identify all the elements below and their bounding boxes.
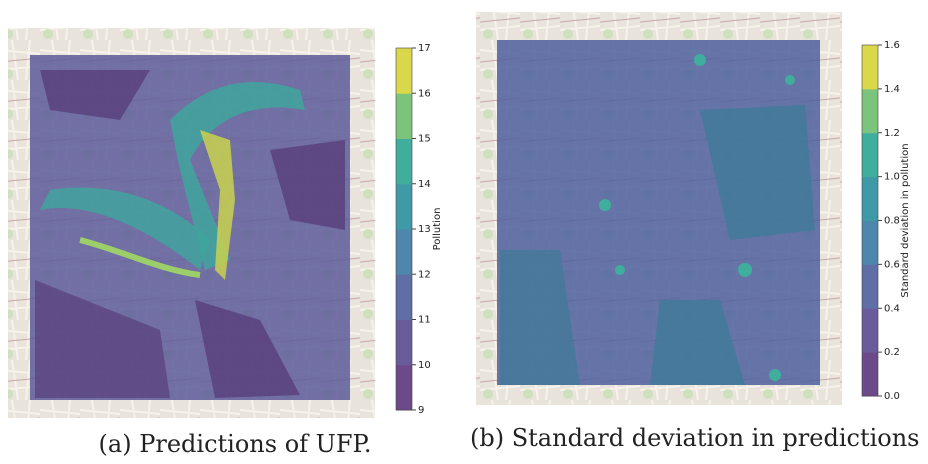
colorbar-band [862, 264, 878, 309]
colorbar-label: Pollution [432, 208, 443, 251]
colorbar-band [396, 274, 412, 320]
colorbar-tick-label: 16 [418, 88, 431, 99]
colorbar-band [862, 220, 878, 265]
colorbar-band [396, 48, 412, 94]
colorbar-band [396, 229, 412, 275]
colorbar-tick-label: 17 [418, 43, 431, 54]
colorbar-tick-label: 0.2 [884, 347, 900, 358]
colorbar-band [862, 132, 878, 178]
colorbar-band [862, 45, 878, 90]
caption: (a) Predictions of UFP. [99, 430, 372, 458]
colorbar-tick-label: 0.6 [884, 259, 900, 270]
caption: (b) Standard deviation in predictions of [470, 424, 928, 452]
map-b [476, 12, 842, 405]
colorbar-band [862, 176, 878, 221]
colorbar-band [862, 88, 878, 134]
colorbar-tick-label: 0.4 [884, 303, 900, 314]
colorbar-tick-label: 1.0 [884, 172, 900, 183]
colorbar-label: Standard deviation in pollution [900, 143, 911, 297]
colorbar-tick-label: 11 [418, 315, 431, 326]
colorbar-tick-label: 13 [418, 224, 431, 235]
colorbar-tick-label: 9 [418, 405, 424, 416]
colorbar-band [862, 308, 878, 353]
colorbar-tick-label: 14 [418, 179, 431, 190]
colorbar-tick-label: 1.4 [884, 84, 900, 95]
colorbar-band [396, 138, 412, 185]
colorbar-band [862, 352, 878, 397]
colorbar-band [396, 319, 412, 366]
colorbar-tick-label: 0.0 [884, 391, 900, 402]
colorbar-tick-label: 1.6 [884, 40, 900, 51]
colorbar-tick-label: 10 [418, 360, 431, 371]
colorbar-tick-label: 12 [418, 269, 431, 280]
colorbar-band [396, 183, 412, 230]
colorbar-tick-label: 1.2 [884, 128, 900, 139]
colorbar-tick-label: 0.8 [884, 216, 900, 227]
colorbar-band [396, 364, 412, 411]
map-a [8, 28, 375, 418]
colorbar-band [396, 93, 412, 139]
colorbar-tick-label: 15 [418, 134, 431, 145]
